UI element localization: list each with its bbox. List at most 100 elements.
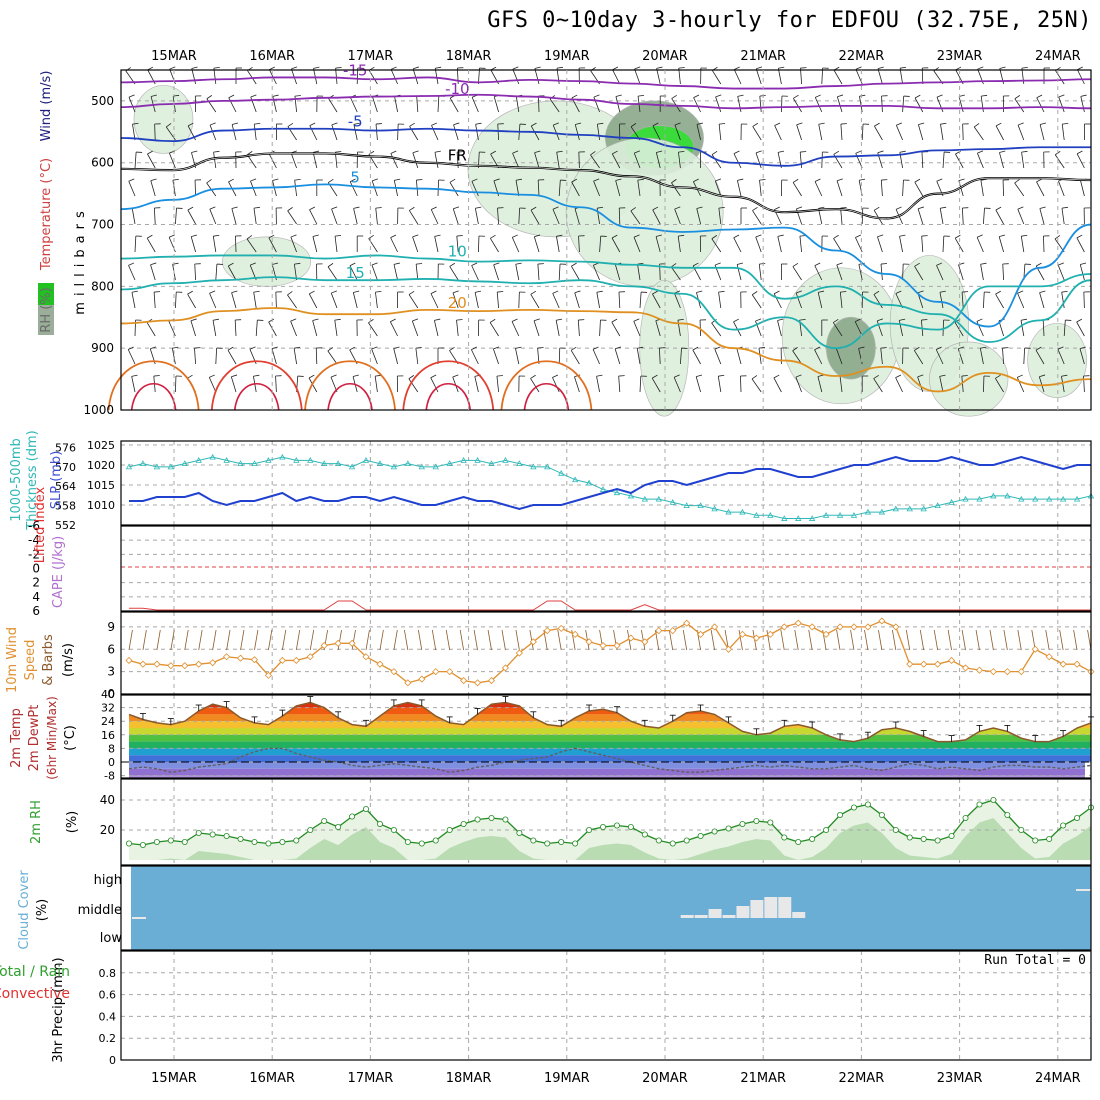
barb-flag [191, 234, 198, 238]
wind-barb [327, 347, 338, 365]
barb-staff [611, 153, 621, 169]
thickness-marker [167, 463, 175, 470]
temp-band [129, 755, 1091, 762]
barb-staff [814, 349, 823, 365]
barb-flag [128, 346, 134, 350]
wind-barb [471, 178, 479, 197]
barb-flag [371, 262, 378, 266]
barb-flag [496, 375, 503, 377]
barb-staff [913, 350, 924, 365]
wind-barb [1039, 290, 1046, 309]
wind-barb [692, 346, 701, 365]
barb-flag [733, 234, 740, 239]
barb-flag [1036, 178, 1042, 183]
barb-staff [128, 181, 136, 197]
barb-flag [656, 66, 663, 69]
wind-barb [1076, 318, 1085, 337]
barb-flag [453, 122, 460, 126]
wind-barb [715, 94, 722, 113]
wind-barb [836, 262, 843, 281]
wind-speed-marker [209, 659, 217, 667]
thickness-marker [808, 515, 816, 521]
wind-barb [356, 319, 363, 337]
rh-axis-units: (%) [65, 811, 80, 834]
surface-barb [878, 629, 883, 651]
barb-flag [191, 66, 198, 69]
barb-flag [615, 94, 622, 97]
panel-border [120, 865, 1092, 951]
barb-staff [146, 322, 156, 337]
barb-flag [512, 150, 519, 154]
barb-staff [678, 152, 681, 169]
barb-flag [833, 234, 839, 239]
barb-flag [1079, 346, 1086, 350]
rh-marker [809, 836, 816, 843]
barb-staff [150, 264, 156, 281]
wind-barb [356, 235, 364, 252]
wind-barb [515, 346, 522, 365]
barb-flag [191, 150, 198, 153]
rh-marker [795, 839, 802, 846]
wind-barb [558, 263, 567, 281]
thickness-marker [669, 499, 676, 505]
barb-flag [556, 66, 563, 69]
wind-speed-marker [390, 668, 398, 676]
barb-flag [515, 178, 522, 181]
date-label-bottom: 23MAR [937, 1071, 983, 1086]
barb-staff [1063, 320, 1066, 337]
barb-staff [755, 320, 762, 337]
barb-flag [416, 179, 423, 181]
barb-flag [755, 318, 762, 322]
barb-flag [855, 66, 862, 70]
barb-staff [755, 152, 762, 169]
wind-barb [496, 375, 503, 393]
temp-tick: 0 [108, 756, 115, 769]
barb-staff [213, 152, 217, 169]
barb-flag [475, 206, 482, 209]
temp-axis-label-3: (6hr Min/Max) [45, 696, 59, 780]
wind-barb [128, 94, 136, 113]
wind-barb [1039, 122, 1047, 141]
barb-flag [652, 374, 658, 379]
wind-barb [437, 179, 445, 197]
barb-staff [231, 292, 237, 309]
barb-flag [570, 346, 577, 351]
wind-barb [671, 179, 681, 197]
barb-staff [571, 181, 580, 197]
barb-staff [356, 67, 359, 85]
rh-marker [906, 834, 913, 841]
barb-flag [999, 66, 1006, 69]
wind-barb [412, 234, 419, 253]
barb-staff [215, 264, 218, 281]
barb-flag [413, 66, 419, 70]
wind-barb [718, 206, 725, 225]
barb-flag [759, 179, 766, 181]
barb-flag [312, 318, 319, 321]
barb-flag [936, 262, 943, 266]
wind-barb [1014, 95, 1025, 113]
barb-staff [817, 376, 823, 393]
rh-marker [349, 813, 356, 820]
thickness-marker [753, 511, 760, 518]
barb-flag [858, 346, 865, 349]
barb-flag [818, 290, 825, 293]
barb-staff [1014, 98, 1025, 113]
barb-flag [1035, 346, 1042, 351]
thickness-marker [878, 508, 886, 515]
isotherm-5 [120, 183, 1092, 328]
barb-staff [512, 153, 520, 169]
surface-barb [268, 629, 273, 651]
barb-flag [773, 290, 780, 295]
rh-marker [586, 827, 593, 834]
wind-barb [599, 319, 607, 337]
barb-flag [431, 122, 438, 126]
barb-flag [914, 94, 921, 99]
barb-staff [1057, 265, 1065, 281]
barb-staff [876, 320, 883, 337]
barb-staff [534, 152, 540, 169]
wind-barb [1017, 206, 1025, 225]
wind-speed-marker [613, 641, 621, 650]
wind-barb [977, 150, 984, 169]
thickness-marker [265, 457, 272, 463]
